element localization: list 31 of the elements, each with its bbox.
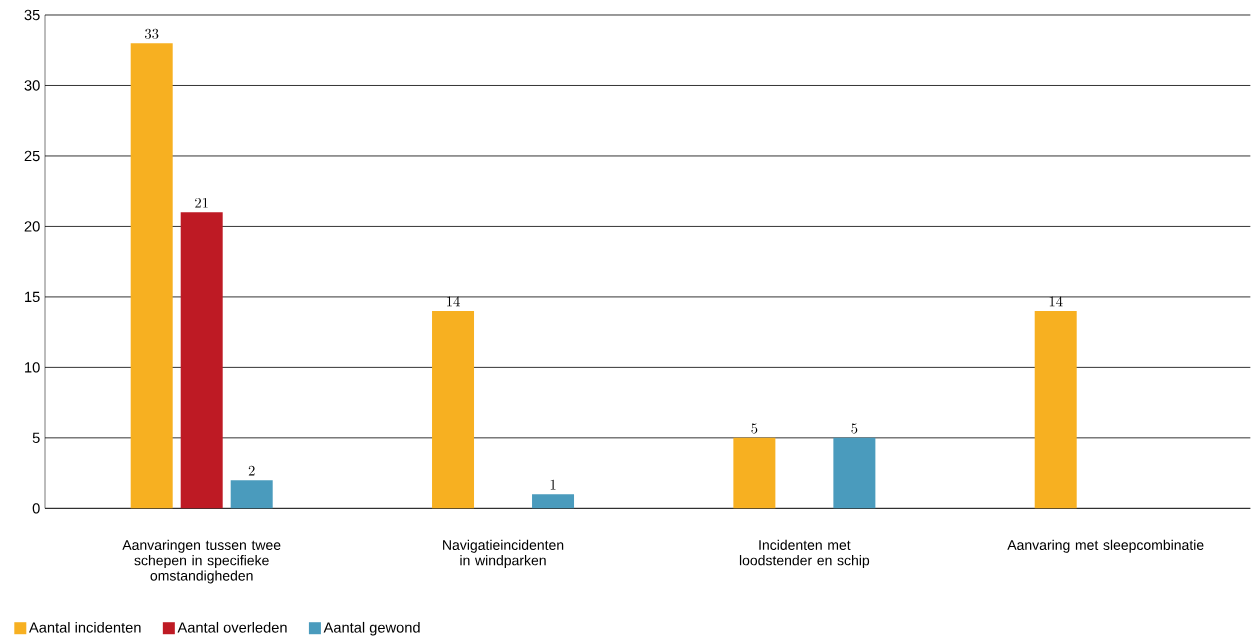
x-tick-label: Aanvaring met sleepcombinatie xyxy=(1007,539,1204,553)
y-tick-label: 35 xyxy=(24,9,40,21)
x-tick-label: Incidenten met loodstender en schip xyxy=(739,539,870,569)
y-tick-label: 0 xyxy=(32,503,40,514)
bar xyxy=(432,311,475,509)
data-label: 14 xyxy=(447,296,460,307)
data-label: 21 xyxy=(195,197,208,208)
data-label: 5 xyxy=(851,423,858,434)
legend-label: Aantal incidenten xyxy=(28,621,141,633)
y-tick-label: 25 xyxy=(24,150,40,162)
data-label: 2 xyxy=(248,465,255,476)
y-tick-label: 20 xyxy=(24,221,40,232)
bar xyxy=(833,437,876,509)
data-label: 33 xyxy=(145,28,159,39)
y-tick-label: 30 xyxy=(24,80,40,91)
y-tick-label: 10 xyxy=(25,362,40,373)
y-tick-label: 5 xyxy=(32,432,40,443)
y-tick-label: 15 xyxy=(25,291,40,303)
bar xyxy=(180,212,223,509)
bar xyxy=(733,437,776,509)
data-label: 5 xyxy=(751,423,758,434)
bar xyxy=(532,494,575,509)
bar xyxy=(230,480,273,509)
bar xyxy=(130,43,173,509)
data-label: 14 xyxy=(1049,296,1063,307)
x-tick-label: Aanvaringen tussen twee schepen in specifieke omstandigheden xyxy=(122,539,281,584)
legend-label: Aantal gewond xyxy=(323,621,420,636)
legend-label: Aantal overleden xyxy=(177,621,287,633)
x-tick-label: Navigatieincidenten in windparken xyxy=(443,539,564,569)
bar xyxy=(1034,311,1077,509)
data-label: 1 xyxy=(550,479,556,490)
